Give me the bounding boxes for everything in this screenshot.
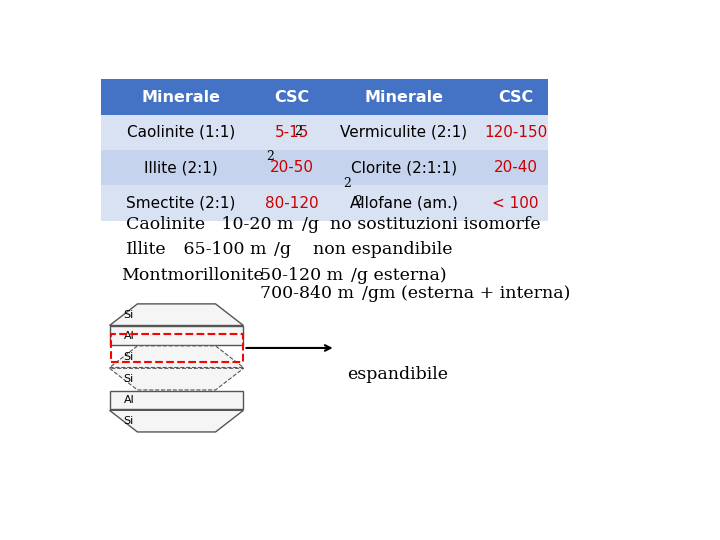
Text: 700-840 m: 700-840 m (260, 286, 354, 302)
Text: 120-150: 120-150 (484, 125, 547, 140)
Text: 10-20 m: 10-20 m (205, 216, 294, 233)
Text: 65-100 m: 65-100 m (167, 241, 266, 258)
Bar (109, 391, 243, 409)
Bar (324, 79, 483, 114)
Text: Si: Si (124, 310, 134, 320)
Polygon shape (109, 410, 243, 432)
Text: 2: 2 (266, 151, 274, 164)
Text: 2: 2 (343, 177, 351, 190)
Bar (260, 79, 324, 114)
Text: Smectite (2:1): Smectite (2:1) (126, 195, 235, 211)
Text: CSC: CSC (498, 90, 533, 105)
Text: 50-120 m: 50-120 m (260, 267, 343, 284)
Bar (483, 150, 547, 185)
Text: 20-40: 20-40 (493, 160, 537, 175)
Text: Montmorillonite: Montmorillonite (121, 267, 264, 284)
Text: 5-15: 5-15 (275, 125, 310, 140)
Text: 2: 2 (294, 125, 302, 138)
Text: Minerale: Minerale (364, 90, 444, 105)
Bar (483, 114, 547, 150)
Text: Minerale: Minerale (141, 90, 220, 105)
Text: 20-50: 20-50 (270, 160, 314, 175)
Bar (260, 114, 324, 150)
Bar (483, 185, 547, 221)
Text: Illite (2:1): Illite (2:1) (144, 160, 217, 175)
Bar (324, 114, 483, 150)
Bar (101, 114, 260, 150)
Bar (101, 185, 260, 221)
Bar (260, 150, 324, 185)
Polygon shape (109, 368, 243, 390)
Bar (324, 185, 483, 221)
Text: /gm (esterna + interna): /gm (esterna + interna) (362, 286, 570, 302)
Text: Al: Al (124, 395, 134, 405)
Text: Si: Si (124, 352, 134, 362)
Text: Si: Si (124, 416, 134, 426)
Polygon shape (109, 346, 243, 368)
Text: CSC: CSC (274, 90, 310, 105)
Text: Caolinite: Caolinite (126, 216, 205, 233)
Text: Vermiculite (2:1): Vermiculite (2:1) (341, 125, 467, 140)
Text: 80-120: 80-120 (266, 195, 319, 211)
Bar (101, 79, 260, 114)
Text: Al: Al (124, 330, 134, 341)
Text: /g  no sostituzioni isomorfe: /g no sostituzioni isomorfe (302, 216, 541, 233)
Bar (109, 326, 243, 345)
Text: /g esterna): /g esterna) (351, 267, 447, 284)
Bar (111, 334, 243, 362)
Bar (483, 79, 547, 114)
Bar (324, 150, 483, 185)
Bar (101, 150, 260, 185)
Text: /g    non espandibile: /g non espandibile (274, 241, 453, 258)
Text: Clorite (2:1:1): Clorite (2:1:1) (351, 160, 457, 175)
Text: Si: Si (124, 374, 134, 384)
Text: espandibile: espandibile (347, 366, 448, 383)
Bar (260, 185, 324, 221)
Polygon shape (109, 304, 243, 326)
Text: 2: 2 (354, 195, 362, 208)
Text: < 100: < 100 (492, 195, 539, 211)
Text: Illite: Illite (126, 241, 167, 258)
Text: Allofane (am.): Allofane (am.) (350, 195, 458, 211)
Text: Caolinite (1:1): Caolinite (1:1) (127, 125, 235, 140)
